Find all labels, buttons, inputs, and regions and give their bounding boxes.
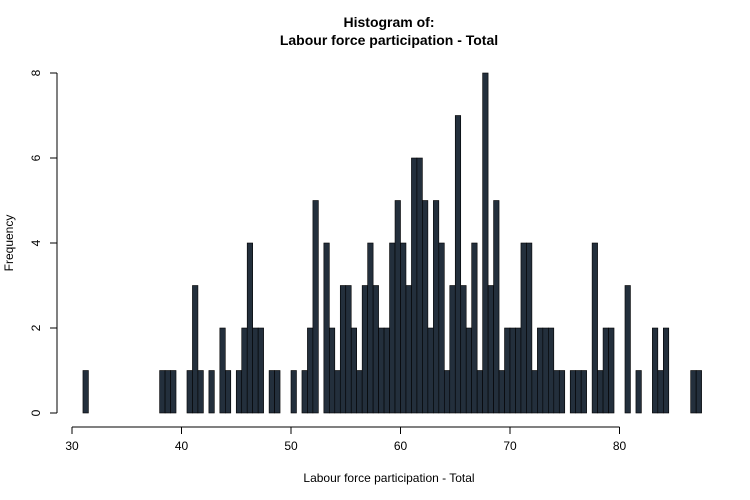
histogram-bar (339, 285, 347, 414)
histogram-bar (367, 242, 374, 414)
histogram-bar (345, 285, 352, 414)
histogram-bar (350, 327, 358, 414)
histogram-bar (471, 242, 478, 414)
x-tick-label: 80 (613, 439, 627, 453)
histogram-bar (608, 327, 615, 414)
histogram-bar (624, 285, 631, 414)
histogram-bar (252, 327, 259, 414)
histogram-bar (493, 200, 500, 414)
histogram-bar (597, 370, 604, 414)
histogram-bar (438, 242, 445, 414)
histogram-bar (520, 242, 527, 414)
histogram-bar (635, 370, 642, 414)
histogram-bar (219, 327, 226, 414)
y-tick-label: 0 (29, 409, 43, 416)
y-tick-label: 6 (29, 154, 43, 161)
histogram-bar (542, 327, 549, 414)
histogram-bar (383, 327, 390, 414)
histogram-bar (329, 327, 336, 414)
histogram-bar (487, 285, 494, 414)
histogram-bar (509, 327, 516, 414)
x-tick-label: 40 (175, 439, 189, 453)
histogram-bar (515, 327, 522, 414)
histogram-bar (416, 157, 423, 414)
histogram-bar (548, 327, 555, 414)
histogram-bar (394, 200, 401, 414)
histogram-bar (225, 370, 232, 414)
histogram-bar (164, 370, 171, 414)
y-tick-label: 4 (29, 239, 43, 246)
histogram-bar (537, 327, 544, 414)
bars-group (82, 72, 702, 414)
histogram-bar (361, 285, 368, 414)
histogram-bar (389, 242, 396, 414)
histogram-bar (553, 370, 560, 414)
histogram-bar (569, 370, 576, 414)
histogram-bar (334, 370, 341, 414)
histogram-bar (307, 327, 314, 414)
x-tick-label: 30 (65, 439, 79, 453)
histogram-bar (657, 370, 664, 414)
histogram-bar (411, 157, 418, 414)
histogram-bar (433, 200, 440, 414)
histogram-bar (526, 242, 533, 414)
histogram-bar (662, 327, 670, 414)
histogram-bar (652, 327, 659, 414)
histogram-bar (274, 370, 281, 414)
histogram-bar (405, 285, 412, 414)
histogram-bar (159, 370, 166, 414)
histogram-bar (465, 327, 472, 414)
histogram-bar (241, 327, 248, 414)
histogram-bar (235, 370, 243, 414)
histogram-bar (427, 327, 434, 414)
histogram-bar (290, 370, 297, 414)
histogram-bar (531, 370, 538, 414)
x-tick-label: 50 (284, 439, 298, 453)
histogram-bar (312, 200, 319, 414)
histogram-bar (378, 327, 385, 414)
chart-title-line-1: Histogram of: (344, 14, 435, 30)
histogram-bar (197, 370, 204, 414)
x-axis: 30 40 50 60 70 80 (65, 426, 627, 453)
histogram-bar (323, 242, 330, 414)
y-tick-label: 2 (29, 324, 43, 331)
x-tick-label: 60 (394, 439, 408, 453)
y-tick-label: 8 (29, 69, 43, 76)
histogram-bar (257, 327, 264, 414)
histogram-bar (498, 370, 505, 414)
histogram-bar (192, 285, 199, 414)
histogram-bar (301, 370, 308, 414)
x-axis-label: Labour force participation - Total (303, 471, 474, 485)
histogram-bar (170, 370, 177, 414)
histogram-bar (690, 370, 697, 414)
chart-title-line-2: Labour force participation - Total (280, 32, 498, 48)
histogram-bar (449, 285, 456, 414)
histogram-bar (504, 327, 511, 414)
histogram-bar (82, 370, 89, 414)
histogram-bar (246, 242, 253, 414)
histogram-bar (482, 72, 489, 414)
histogram-bar (443, 370, 451, 414)
histogram-bar (372, 285, 379, 414)
histogram-bar (558, 370, 566, 414)
y-axis: 0 2 4 6 8 (29, 69, 58, 416)
histogram-bar (695, 370, 702, 414)
x-tick-label: 70 (503, 439, 517, 453)
histogram-bar (356, 370, 363, 414)
histogram-bar (268, 370, 275, 414)
histogram-bar (208, 370, 215, 414)
histogram-bar (454, 115, 462, 414)
histogram-bar (476, 370, 483, 414)
y-axis-label: Frequency (2, 215, 16, 272)
histogram-bar (460, 285, 467, 414)
histogram-bar (186, 370, 193, 414)
histogram-bar (422, 200, 429, 414)
histogram-bar (591, 242, 598, 414)
histogram-bar (602, 327, 609, 414)
histogram-bar (575, 370, 582, 414)
histogram-bar (400, 242, 407, 414)
histogram-bar (580, 370, 587, 414)
